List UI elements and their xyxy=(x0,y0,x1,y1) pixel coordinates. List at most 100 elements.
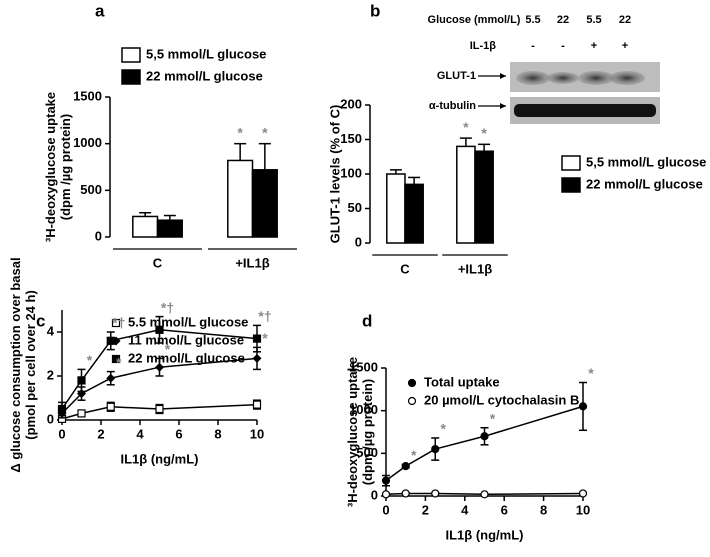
legend-swatch xyxy=(561,177,581,193)
marker xyxy=(77,409,86,418)
marker xyxy=(407,396,417,406)
annotation: * xyxy=(262,124,268,140)
marker xyxy=(578,402,588,411)
x-tick-label: 4 xyxy=(136,426,144,441)
annotation: * xyxy=(87,352,93,368)
y-tick-label: 100 xyxy=(340,165,362,180)
y-tick-label: 200 xyxy=(340,96,362,111)
annotation: * xyxy=(588,365,594,381)
legend-label: Total uptake xyxy=(424,374,500,389)
bar xyxy=(227,159,254,238)
x-tick-label: C xyxy=(153,255,163,270)
y-tick-label: 150 xyxy=(340,131,362,146)
panel-label: a xyxy=(95,1,105,20)
y-tick-label: 0 xyxy=(355,234,362,249)
x-tick-label: 6 xyxy=(501,502,508,517)
panel-label: d xyxy=(362,311,372,330)
legend-swatch xyxy=(121,69,141,85)
x-tick-label: 0 xyxy=(58,426,65,441)
marker xyxy=(155,325,164,334)
y-tick-label: 500 xyxy=(80,182,102,197)
marker xyxy=(111,318,121,328)
legend-swatch xyxy=(561,155,581,171)
bar xyxy=(404,183,424,244)
y-axis-label: ³H-deoxyglucose uptake xyxy=(43,92,58,242)
legend-label: 22 mmol/L glucose xyxy=(586,176,703,191)
y-tick-label: 1000 xyxy=(349,402,378,417)
marker xyxy=(431,489,440,498)
annotation: *† xyxy=(258,308,271,324)
blot-lane-label: + xyxy=(622,40,628,52)
marker xyxy=(111,354,121,364)
annotation: * xyxy=(237,124,243,140)
y-tick-label: 4 xyxy=(47,323,55,338)
blot-band xyxy=(516,71,550,85)
y-tick-label: 50 xyxy=(348,200,362,215)
x-axis-label: IL1β (ng/mL) xyxy=(446,527,524,542)
annotation: * xyxy=(116,354,122,370)
bar xyxy=(132,215,159,238)
y-tick-label: 0 xyxy=(371,487,378,502)
marker xyxy=(155,404,164,414)
legend-label: 20 µmol/L cytochalasin B xyxy=(424,392,579,407)
x-tick-label: 8 xyxy=(214,426,221,441)
x-tick-label: 10 xyxy=(576,502,590,517)
marker xyxy=(480,490,489,499)
x-tick-label: C xyxy=(400,261,410,276)
legend-label: 5.5 mmol/L glucose xyxy=(128,314,248,329)
y-tick-label: 0 xyxy=(47,411,54,426)
annotation: *† xyxy=(161,299,174,315)
marker xyxy=(381,490,391,499)
legend-label: 22 mmol/L glucose xyxy=(128,350,245,365)
y-axis-label: Δ glucose consumption over basal xyxy=(8,257,23,472)
x-tick-label: 2 xyxy=(97,426,104,441)
marker xyxy=(401,462,410,471)
legend-label: 5,5 mmol/L glucose xyxy=(586,154,706,169)
blot-band-label: α-tubulin xyxy=(429,100,476,112)
y-tick-label: 500 xyxy=(356,445,378,460)
annotation: * xyxy=(441,421,447,437)
bar xyxy=(386,173,406,244)
y-tick-label: 0 xyxy=(95,228,102,243)
marker xyxy=(252,334,262,343)
x-tick-label: +IL1β xyxy=(235,255,269,270)
bar xyxy=(474,150,494,244)
marker xyxy=(252,400,262,409)
x-tick-label: +IL1β xyxy=(458,261,492,276)
marker xyxy=(155,362,164,372)
blot-header: IL-1β xyxy=(470,40,497,52)
blot-band xyxy=(514,104,656,117)
marker xyxy=(77,376,86,385)
annotation: * xyxy=(411,447,417,463)
panel-label: b xyxy=(370,1,380,20)
blot xyxy=(478,62,660,124)
marker xyxy=(106,373,116,383)
y-axis-label: GLUT-1 levels (% of C) xyxy=(327,105,342,244)
blot-lane-label: 22 xyxy=(619,14,631,26)
marker xyxy=(106,336,115,345)
annotation: * xyxy=(262,330,268,346)
arrow xyxy=(500,103,506,109)
x-tick-label: 2 xyxy=(422,502,429,517)
legend-label: 11 mmol/L glucose xyxy=(128,332,244,347)
annotation: * xyxy=(165,341,171,357)
arrow xyxy=(500,73,506,79)
blot-header: Glucose (mmol/L) xyxy=(428,14,521,26)
legend-label: 5,5 mmol/L glucose xyxy=(146,46,266,61)
x-axis-label: IL1β (ng/mL) xyxy=(121,451,199,466)
bar xyxy=(251,169,278,238)
blot-band xyxy=(578,71,614,85)
blot-lane-label: - xyxy=(531,40,535,52)
marker xyxy=(57,404,67,414)
annotation: * xyxy=(490,410,496,426)
marker xyxy=(578,489,588,498)
blot-lane-label: 5.5 xyxy=(586,14,601,26)
marker xyxy=(407,378,417,388)
annotation: *† xyxy=(112,315,125,331)
marker xyxy=(106,402,115,411)
blot-band xyxy=(609,71,645,85)
x-tick-label: 4 xyxy=(461,502,469,517)
blot-lane-label: 5.5 xyxy=(525,14,540,26)
y-tick-label: 1500 xyxy=(73,88,102,103)
